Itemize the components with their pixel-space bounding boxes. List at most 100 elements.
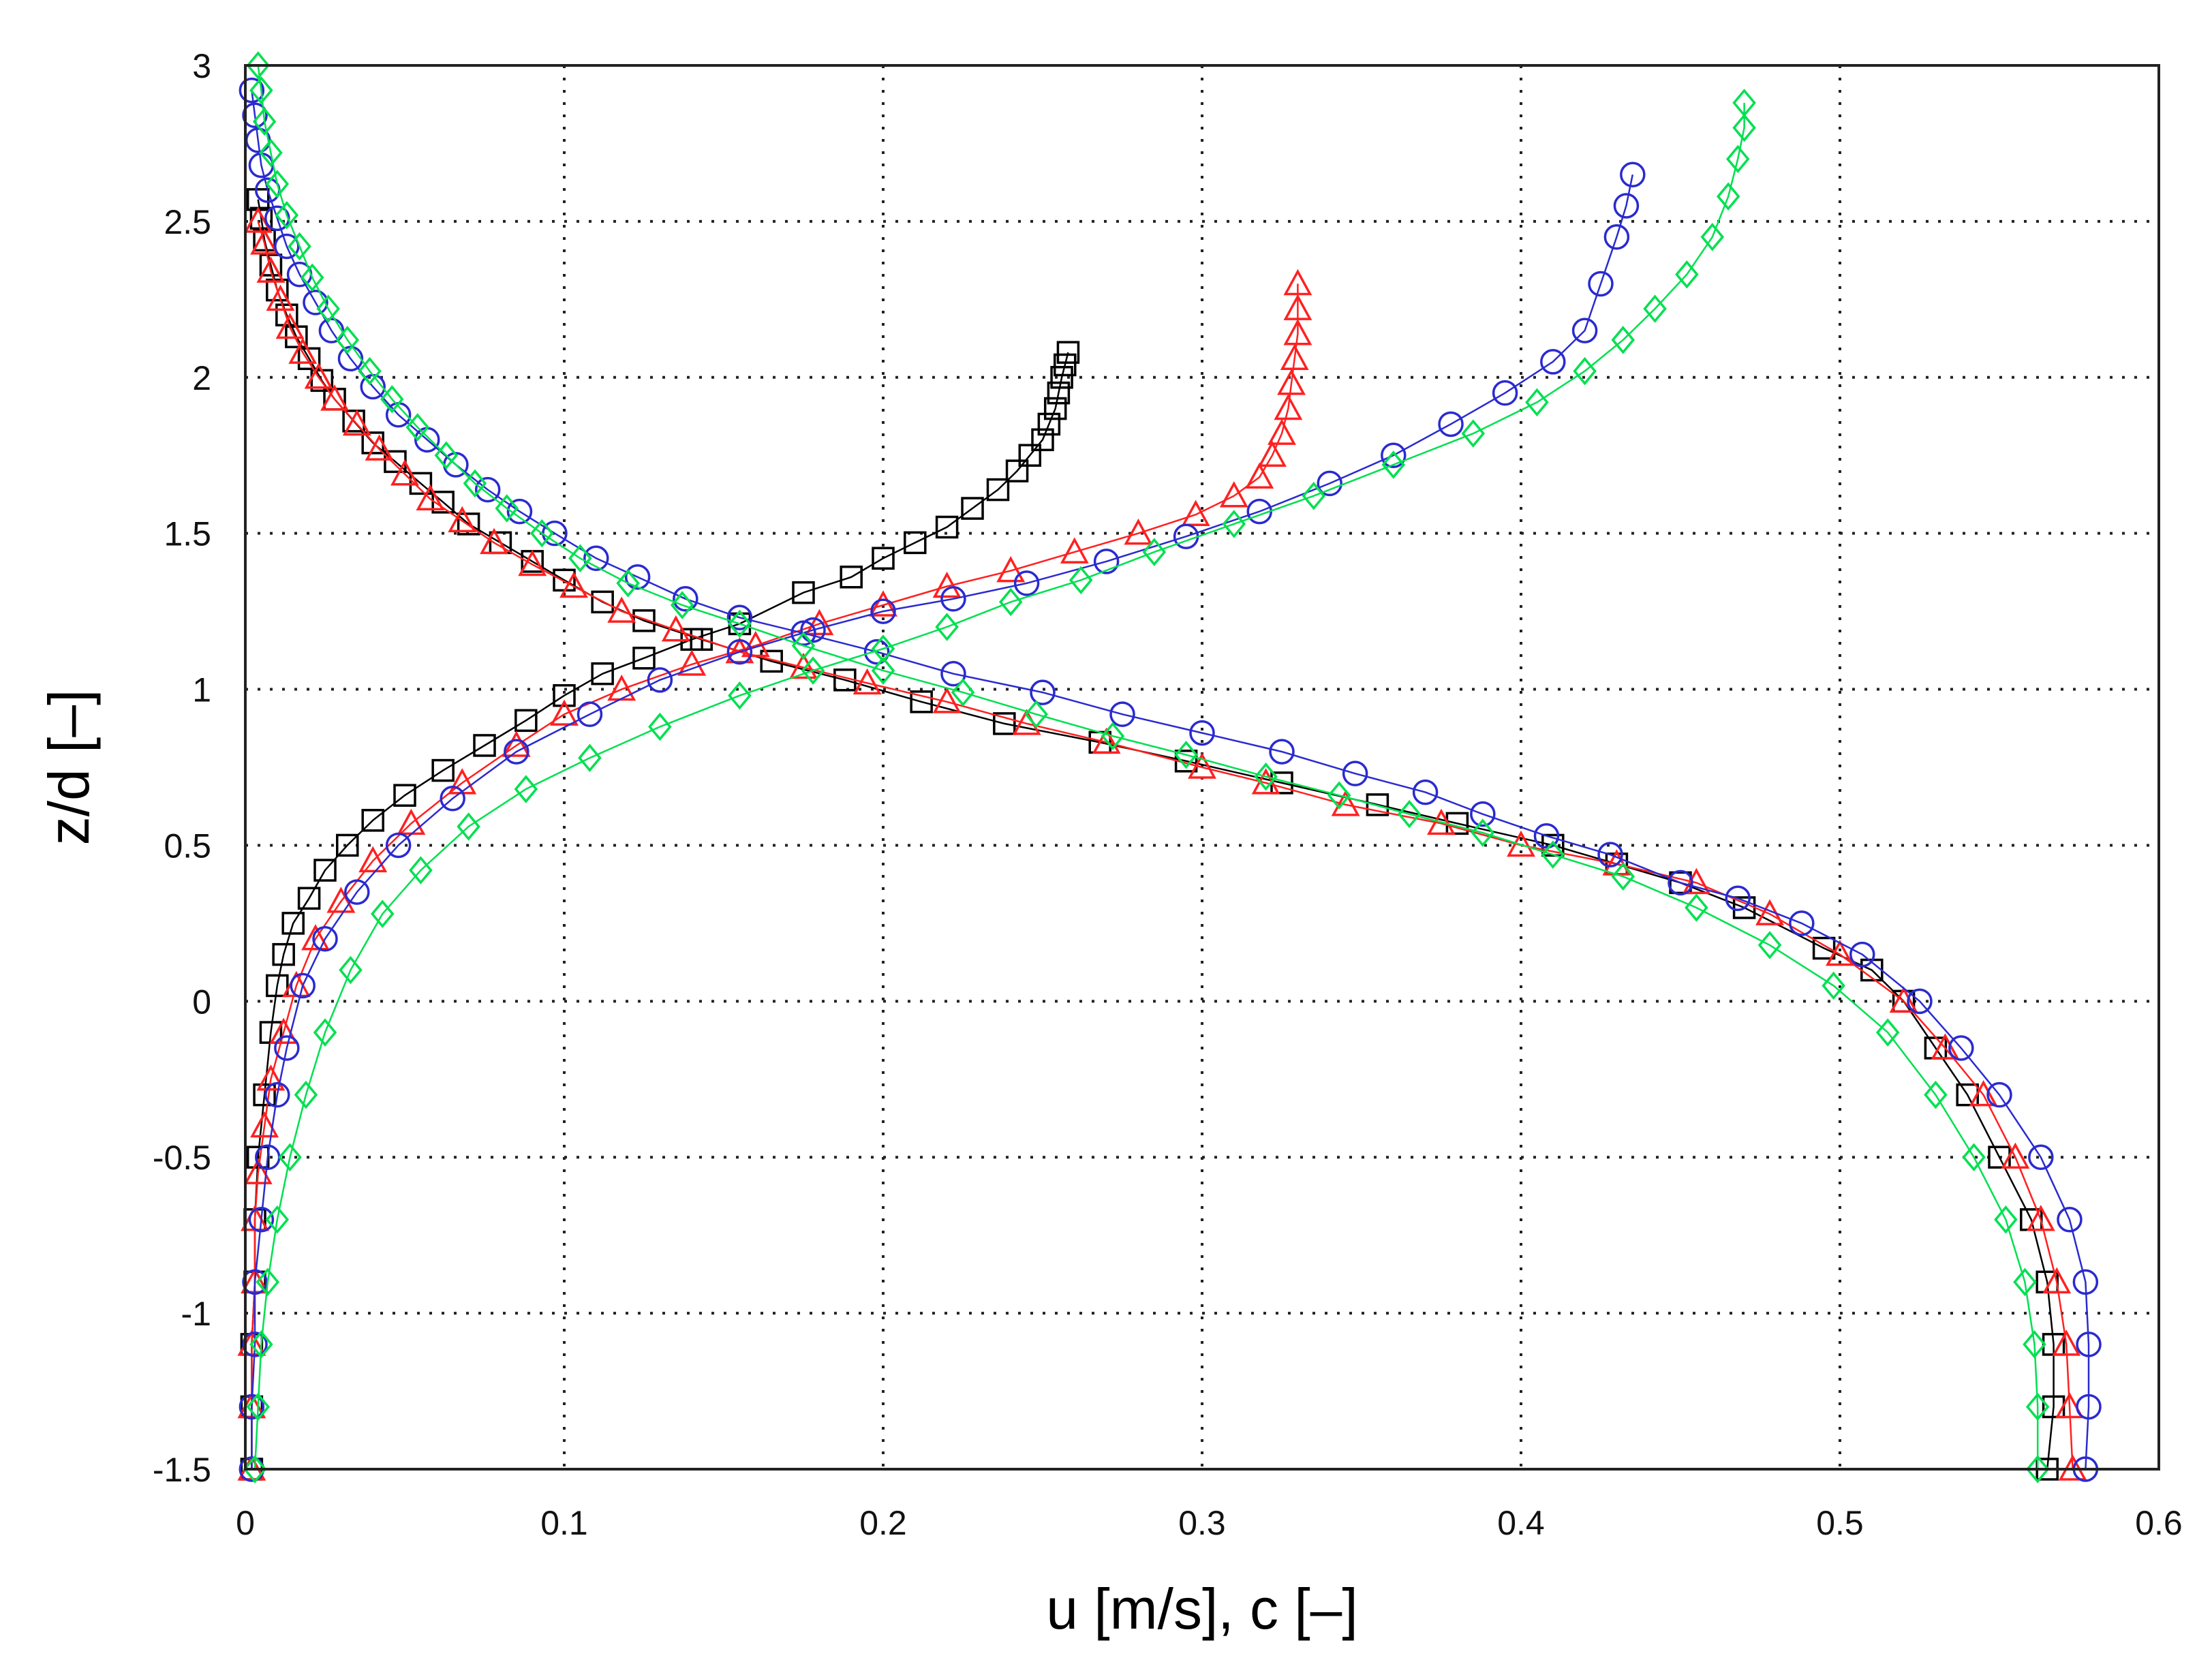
data-point-circle [385,832,412,859]
data-point-triangle [932,687,962,713]
data-point-triangle [1277,369,1306,395]
data-point-diamond [1675,260,1699,289]
data-point-circle [1093,549,1120,574]
data-point-square [336,833,359,857]
data-point-circle [863,639,890,665]
data-point-circle [248,1207,275,1233]
data-point-triangle [805,609,834,636]
series-line [251,174,1634,1469]
data-point-diamond [265,170,290,198]
data-point-diamond [801,656,825,685]
data-point-triangle [288,337,318,364]
data-point-diamond [243,1455,267,1483]
data-point-triangle [2042,1267,2072,1294]
data-point-triangle [390,459,419,486]
data-point-triangle [1181,499,1210,526]
data-point-square [1043,397,1067,420]
data-point-circle [242,1332,268,1357]
data-point-diamond [2025,1455,2050,1483]
data-point-diamond [1732,89,1756,117]
data-point-triangle [932,571,962,598]
data-point-circle [1533,822,1560,849]
data-point-square [553,683,576,707]
data-point-circle [583,545,609,572]
data-point-diamond [1822,971,1845,1000]
data-point-diamond [1962,1143,1986,1171]
data-point-diamond [1611,862,1635,891]
x-tick-label: 0.4 [1497,1504,1545,1542]
data-point-circle [1986,1081,2012,1108]
x-tick-label: 0.1 [540,1504,588,1542]
data-point-circle [1613,193,1640,219]
x-tick-label: 0 [236,1504,255,1542]
data-point-circle [1588,271,1614,297]
data-point-triangle [1124,519,1153,545]
data-point-diamond [648,712,672,741]
data-point-triangle [869,590,897,617]
x-tick-label: 0.6 [2135,1504,2183,1542]
data-point-diamond [1174,740,1198,769]
data-point-circle [726,604,753,631]
data-point-circle [2076,1332,2102,1357]
y-tick-label: 2.5 [164,203,211,241]
data-point-circle [1849,941,1875,968]
data-point-diamond [1397,799,1422,829]
data-point-triangle [1427,808,1456,835]
data-point-diamond [1024,700,1048,728]
data-point-diamond [339,955,363,985]
y-tick-label: -1 [181,1295,211,1333]
data-point-triangle [1283,268,1312,296]
data-point-diamond [1254,762,1278,791]
data-point-diamond [265,1205,290,1234]
data-point-diamond [301,263,324,292]
data-point-square [904,531,927,555]
data-point-triangle [2055,1391,2084,1419]
data-point-diamond [278,1143,302,1171]
data-point-diamond [514,775,538,803]
data-point-diamond [1994,1205,2018,1234]
data-point-circle [344,879,370,905]
data-point-triangle [1507,830,1535,857]
data-point-diamond [998,587,1023,617]
data-point-diamond [1573,356,1597,386]
data-point-triangle [301,924,330,951]
data-point-triangle [358,846,388,873]
data-point-circle [1725,885,1751,912]
data-point-diamond [1700,223,1725,251]
y-tick-label: 0.5 [164,827,211,865]
data-point-diamond [1381,450,1406,479]
data-point-diamond [1924,1080,1948,1109]
data-point-triangle [550,699,579,726]
data-point-square [253,1083,276,1107]
data-point-triangle [480,527,508,555]
data-point-diamond [1541,840,1565,869]
series-line [251,283,1299,1469]
data-point-diamond [1643,294,1667,323]
series-7-diamond-concentration [243,89,1756,1483]
data-point-circle [504,739,529,765]
data-point-circle [870,598,896,624]
data-point-circle [2057,1207,2083,1233]
data-point-diamond [259,138,283,167]
data-point-triangle [243,206,273,233]
data-point-circle [1013,570,1040,596]
data-point-square [342,410,365,433]
y-tick-label: -0.5 [153,1139,211,1177]
data-point-triangle [342,409,371,436]
data-point-square [313,859,337,882]
x-tick-labels: 0 0.1 0.2 0.3 0.4 0.5 0.6 [236,1504,2183,1542]
data-point-diamond [1101,722,1125,750]
data-point-circle [1620,161,1646,187]
data-point-diamond [568,544,592,573]
x-axis-title: u [m/s], c [–] [1046,1577,1357,1641]
data-point-square [961,497,984,520]
data-point-triangle [416,484,445,511]
data-point-circle [506,498,533,525]
data-point-triangle [1219,481,1248,508]
series-6-diamond-velocity [246,51,2050,1483]
data-point-diamond [313,1018,337,1047]
data-point-triangle [1268,418,1296,445]
data-point-diamond [294,1080,318,1109]
data-point-diamond [1069,566,1093,595]
